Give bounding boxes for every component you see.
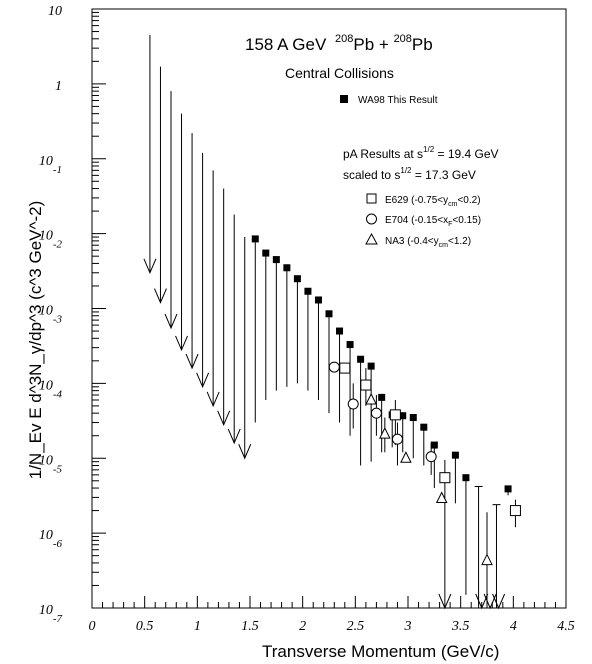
bottom-arrow xyxy=(492,593,506,610)
x-tick-label: 1.5 xyxy=(241,619,259,634)
data-point xyxy=(370,407,382,419)
legend-marker-e629 xyxy=(366,193,377,204)
data-point xyxy=(439,472,451,484)
bottom-arrow xyxy=(438,593,452,610)
data-point xyxy=(379,427,391,439)
upper-limit-arrow xyxy=(217,410,231,427)
data-point xyxy=(399,412,407,420)
y-tick-label: 10-4 xyxy=(39,378,63,400)
x-tick-label: 3 xyxy=(404,619,412,634)
y-tick-label: 10-5 xyxy=(39,453,63,475)
y-tick-label: 10-3 xyxy=(39,304,63,326)
y-tick-label: 10 xyxy=(48,4,62,19)
legend-label-e629: E629 (-0.75<ycm<0.2) xyxy=(385,195,481,208)
data-point xyxy=(347,398,359,410)
data-point xyxy=(367,362,375,370)
data-point xyxy=(262,249,270,257)
data-point xyxy=(339,362,351,374)
legend-label-wa98: WA98 This Result xyxy=(358,95,438,106)
y-tick-label: 10-2 xyxy=(39,229,63,251)
x-tick-label: 1 xyxy=(194,619,201,634)
series-e704 xyxy=(328,361,437,475)
legend-label-e704: E704 (-0.15<xF<0.15) xyxy=(385,215,481,228)
y-tick-label: 10-6 xyxy=(39,528,63,550)
data-point xyxy=(509,505,521,517)
data-point xyxy=(435,491,448,504)
upper-limit-arrow xyxy=(206,391,220,408)
data-marks xyxy=(143,34,521,610)
data-point xyxy=(425,451,437,463)
upper-limit-arrow xyxy=(185,353,199,370)
data-point xyxy=(451,451,459,459)
x-tick-label: 4 xyxy=(510,619,517,634)
data-point xyxy=(336,327,344,335)
data-point xyxy=(504,485,512,493)
legend-pa-line2: scaled to s1/2 = 17.3 GeV xyxy=(343,166,476,182)
upper-limit-arrow xyxy=(143,258,157,275)
x-tick-label: 4.5 xyxy=(557,619,575,634)
y-tick-label: 10-1 xyxy=(39,154,62,176)
plot-frame xyxy=(91,8,567,609)
x-tick-label: 2.5 xyxy=(347,619,365,634)
plot-border xyxy=(91,8,567,609)
data-point xyxy=(304,287,312,295)
data-point xyxy=(325,310,333,318)
upper-limit-arrow xyxy=(154,288,167,304)
data-point xyxy=(409,414,417,422)
data-point xyxy=(378,393,386,401)
upper-limit-arrow xyxy=(238,444,252,460)
y-axis-label: 1/N_Ev E d^3N_γ/dp^3 (c^3 GeV^-2) xyxy=(26,201,45,480)
data-point xyxy=(360,379,372,391)
data-point xyxy=(389,409,401,421)
data-point xyxy=(357,355,365,363)
y-tick-label: 10-7 xyxy=(39,603,63,625)
upper-limit-arrow xyxy=(175,335,188,352)
legend-label-na3: NA3 (-0.4<ycm<1.2) xyxy=(385,236,471,249)
upper-limit-arrow xyxy=(227,428,241,445)
x-tick-label: 3.5 xyxy=(451,619,470,634)
legend-pa-line1: pA Results at s1/2 = 19.4 GeV xyxy=(343,145,499,161)
chart-subtitle: Central Collisions xyxy=(285,65,394,81)
data-point xyxy=(462,474,470,482)
data-point xyxy=(391,433,403,445)
x-tick-label: 2 xyxy=(299,619,306,634)
upper-limit-arrow xyxy=(164,313,178,330)
data-point xyxy=(346,341,354,349)
x-axis-label: Transverse Momentum (GeV/c) xyxy=(262,642,499,661)
data-point xyxy=(293,275,301,283)
data-point xyxy=(272,256,280,264)
series-wa98-this-result xyxy=(143,34,512,595)
legend-marker-na3 xyxy=(365,232,378,245)
chart-title: 158 A GeV 208Pb + 208Pb xyxy=(245,33,433,54)
legend-marker-wa98 xyxy=(340,95,348,103)
data-point xyxy=(481,553,493,566)
bottom-arrow xyxy=(483,593,497,610)
legend-marker-e704 xyxy=(366,213,377,225)
series-na3 xyxy=(365,392,493,608)
y-tick-label: 1 xyxy=(55,79,62,94)
upper-limit-arrow xyxy=(196,372,210,389)
data-point xyxy=(283,264,291,272)
axes: 0 0.5 1 1.5 2 2.5 3 3.5 4 4.5 10 1 10-1 10-2 10-3 10-4 1… xyxy=(39,4,575,634)
data-point xyxy=(251,235,259,243)
data-point xyxy=(365,392,377,405)
data-point xyxy=(420,423,428,431)
legend: WA98 This Result pA Results at s1/2 = 19… xyxy=(340,95,499,249)
data-point xyxy=(400,451,412,463)
x-tick-label: 0 xyxy=(89,619,96,634)
x-tick-label: 0.5 xyxy=(136,619,154,634)
data-point xyxy=(328,361,340,373)
data-point xyxy=(430,441,438,449)
series-e629 xyxy=(339,362,521,608)
data-point xyxy=(314,296,322,304)
